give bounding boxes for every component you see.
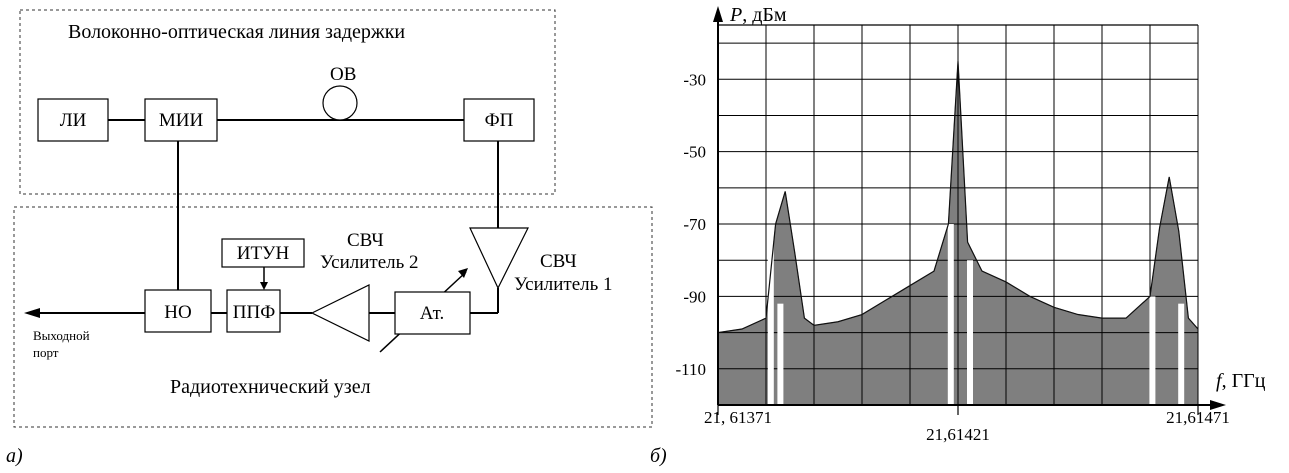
- spectrum-outline: [717, 61, 1199, 334]
- ppf-block: [226, 289, 281, 333]
- attenuator-arrowhead: [458, 268, 468, 278]
- fiber-label: ОВ: [330, 64, 356, 85]
- ppf-label: ППФ: [233, 302, 275, 323]
- x-tick-labels: 21, 61371 21,61421 21,61471: [704, 405, 1230, 444]
- block-diagram: Волоконно-оптическая линия задержки Ради…: [6, 9, 653, 467]
- at-block: [394, 291, 471, 335]
- y-axis-arrowhead: [713, 6, 723, 22]
- y-axis-unit: , дБм: [742, 4, 787, 26]
- x-axis-label: f, ГГц: [1216, 370, 1266, 392]
- itun-label: ИТУН: [237, 243, 290, 264]
- y-tick-label: -90: [683, 287, 706, 306]
- panel-label-a: а): [6, 445, 23, 467]
- itun-arrowhead: [260, 282, 268, 290]
- y-axis-symbol: P: [729, 4, 742, 26]
- spectrum-notch: [947, 224, 954, 405]
- at-label: Ат.: [420, 303, 444, 324]
- amp2-triangle: [310, 284, 370, 342]
- fp-block: [463, 98, 535, 142]
- fp-label: ФП: [485, 110, 514, 131]
- spectrum-notch: [967, 260, 973, 405]
- mii-label: МИИ: [159, 110, 204, 131]
- amp1-label-line1: СВЧ: [540, 251, 577, 272]
- spectrum-chart: -30 -50 -70 -90 -110 21, 61371 21,61421 21,614…: [650, 4, 1266, 467]
- x-tick-label: 21,61471: [1166, 408, 1230, 427]
- amp2-label-line2: Усилитель 2: [320, 252, 419, 273]
- x-tick-label: 21, 61371: [704, 408, 772, 427]
- y-tick-label: -110: [675, 360, 706, 379]
- y-tick-label: -70: [683, 215, 706, 234]
- y-tick-labels: -30 -50 -70 -90 -110: [675, 70, 706, 379]
- chart-grid: [718, 24, 1199, 405]
- amp1-label-line2: Усилитель 1: [514, 274, 613, 295]
- x-tick-label: 21,61421: [926, 425, 990, 444]
- radio-group-frame: [13, 206, 653, 428]
- output-port-label-line1: Выходной: [33, 328, 90, 343]
- x-axis-arrowhead: [1210, 400, 1226, 410]
- output-port-label-line2: порт: [33, 345, 59, 360]
- optical-group-frame: [19, 9, 556, 195]
- y-tick-label: -30: [683, 70, 706, 89]
- x-axis-symbol: f: [1216, 370, 1224, 392]
- spectrum-notch: [1149, 296, 1156, 405]
- panel-label-b: б): [650, 445, 667, 467]
- spectrum-notch: [767, 242, 774, 405]
- spectrum-notch: [1178, 303, 1185, 405]
- optical-group-title: Волоконно-оптическая линия задержки: [68, 21, 405, 43]
- amp2-label-line1: СВЧ: [347, 230, 384, 251]
- x-axis-unit: , ГГц: [1222, 370, 1266, 392]
- itun-block: [221, 238, 305, 268]
- li-block: [37, 98, 109, 142]
- amp1-triangle: [469, 227, 529, 290]
- li-label: ЛИ: [60, 110, 87, 131]
- spectrum-notch: [777, 303, 784, 405]
- y-tick-label: -50: [683, 143, 706, 162]
- mii-block: [144, 98, 218, 142]
- fiber-coil-icon: [322, 85, 358, 121]
- radio-group-title: Радиотехнический узел: [170, 376, 371, 398]
- no-label: НО: [164, 302, 191, 323]
- no-block: [144, 289, 212, 333]
- output-arrowhead: [24, 308, 40, 318]
- spectrum-notches: [767, 224, 1185, 405]
- y-axis-label: P, дБм: [729, 4, 787, 26]
